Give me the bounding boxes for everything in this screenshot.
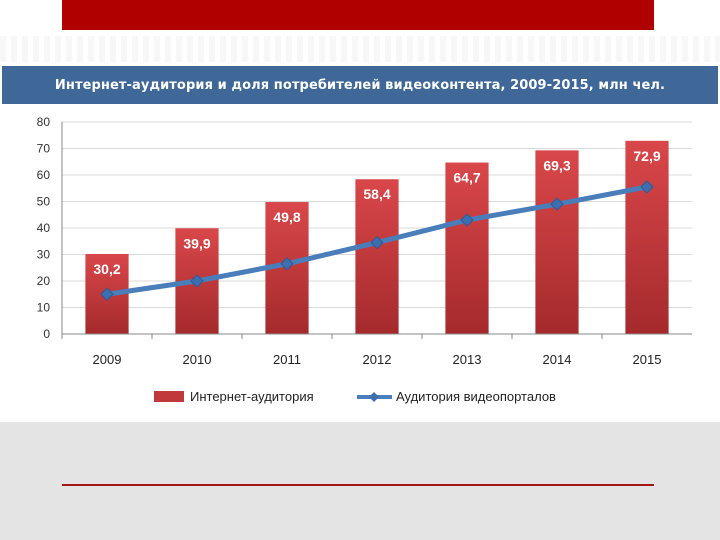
line-point <box>640 180 654 194</box>
combo-chart: 30,2 39,9 49,8 58,4 64,7 69,3 72,9 0 10 20 30 40 50… <box>37 115 692 404</box>
line-point <box>550 197 564 211</box>
legend-label-line: Аудитория видеопорталов <box>396 389 556 404</box>
bar <box>355 179 399 334</box>
line-point <box>190 274 204 288</box>
x-tick-label: 2011 <box>273 352 301 367</box>
bar <box>445 162 489 334</box>
chart-panel: 30,2 39,9 49,8 58,4 64,7 69,3 72,9 0 10 20 30 40 50… <box>2 104 718 420</box>
header-red-bar <box>62 0 654 30</box>
y-tick-label: 60 <box>37 168 51 182</box>
x-tick-label: 2014 <box>543 352 572 367</box>
x-tick-label: 2009 <box>93 352 122 367</box>
line-point <box>460 213 474 227</box>
legend-marker-line <box>369 392 379 402</box>
y-tick-label: 50 <box>37 195 51 209</box>
bar-data-label: 64,7 <box>453 170 480 186</box>
legend-swatch-bar <box>154 391 184 402</box>
line-point <box>280 257 294 271</box>
decorative-band <box>0 36 720 62</box>
x-tick-label: 2013 <box>453 352 482 367</box>
chart-title: Интернет-аудитория и доля потребителей в… <box>54 77 666 93</box>
line-series <box>100 180 654 301</box>
bar <box>535 150 579 334</box>
y-tick-label: 30 <box>37 248 51 262</box>
bar-data-label: 58,4 <box>363 186 390 202</box>
y-tick-label: 40 <box>37 221 51 235</box>
data-labels: 30,2 39,9 49,8 58,4 64,7 69,3 72,9 <box>93 148 660 277</box>
legend-label-bar: Интернет-аудитория <box>190 389 314 404</box>
y-tick-label: 20 <box>37 274 51 288</box>
bar-data-label: 49,8 <box>273 209 300 225</box>
x-tick-label: 2012 <box>363 352 392 367</box>
bar-data-label: 72,9 <box>633 148 660 164</box>
footer-band <box>0 422 720 540</box>
x-tick-label: 2010 <box>183 352 212 367</box>
bar-data-label: 69,3 <box>543 157 570 173</box>
chart-title-bar: Интернет-аудитория и доля потребителей в… <box>2 66 718 104</box>
y-tick-label: 70 <box>37 142 51 156</box>
legend: Интернет-аудитория Аудитория видеопортало… <box>154 389 556 404</box>
x-tick-label: 2015 <box>633 352 662 367</box>
bar-data-label: 39,9 <box>183 235 210 251</box>
line-point <box>370 235 384 250</box>
bar <box>625 140 669 334</box>
axes: 0 10 20 30 40 50 60 70 80 2009 2010 2011 2012 2013 201… <box>37 115 692 367</box>
y-tick-label: 10 <box>37 301 51 315</box>
bar-data-label: 30,2 <box>93 261 120 277</box>
footer-rule <box>62 484 654 486</box>
y-tick-label: 0 <box>43 327 50 341</box>
line-point <box>100 287 114 301</box>
y-tick-label: 80 <box>37 115 51 129</box>
